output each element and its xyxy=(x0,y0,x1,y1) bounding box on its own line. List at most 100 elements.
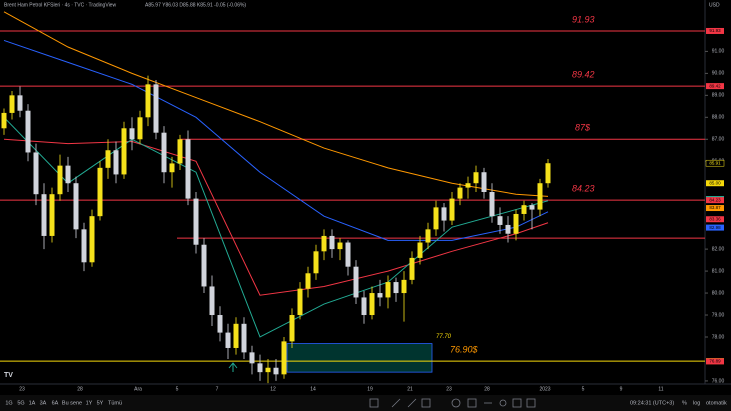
time-label: 5 xyxy=(176,386,179,392)
tool-icon[interactable] xyxy=(526,398,536,408)
candle-body xyxy=(449,198,455,221)
time-label: 9 xyxy=(620,386,623,392)
time-label: 19 xyxy=(367,386,373,392)
candle-body xyxy=(169,163,175,173)
moving-average xyxy=(3,39,549,241)
range-button[interactable]: 6A xyxy=(52,400,59,406)
candle-body xyxy=(193,198,199,245)
clock: 09:24:31 (UTC+3) xyxy=(630,400,674,406)
time-label: 21 xyxy=(407,386,413,392)
badge-label: 91.93 xyxy=(709,28,721,33)
candle-body xyxy=(257,363,263,373)
candle-body xyxy=(497,216,503,225)
candle-body xyxy=(97,167,103,217)
tool-icon[interactable] xyxy=(391,398,401,408)
range-button[interactable]: 5G xyxy=(17,400,24,406)
candle-body xyxy=(249,352,255,364)
price-badge xyxy=(706,216,724,223)
candle-body xyxy=(537,183,543,210)
auto-toggle[interactable]: otomatik xyxy=(706,400,727,406)
tool-icon[interactable] xyxy=(499,399,507,407)
candle-body xyxy=(105,150,111,168)
tool-icon[interactable] xyxy=(369,398,379,408)
badge-label: 85.00 xyxy=(709,180,721,185)
candle-body xyxy=(49,194,55,236)
range-button[interactable]: 1G xyxy=(5,400,12,406)
percent-toggle[interactable]: % xyxy=(682,400,687,406)
candle-body xyxy=(489,192,495,217)
candle-body xyxy=(65,165,71,184)
price-label: 88.00 xyxy=(712,115,725,121)
candle-body xyxy=(361,297,367,316)
candle-body xyxy=(281,341,287,375)
candle-body xyxy=(425,229,431,243)
badge-label: 82.98 xyxy=(709,225,721,230)
candle-body xyxy=(393,282,399,294)
candle-body xyxy=(337,242,343,250)
candle-body xyxy=(305,273,311,289)
tool-icon[interactable] xyxy=(407,398,417,408)
level-label: 76.90$ xyxy=(450,345,479,355)
price-badge xyxy=(706,197,724,204)
candle-body xyxy=(457,187,463,199)
range-button[interactable]: 1A xyxy=(29,400,36,406)
tool-icon[interactable] xyxy=(451,398,461,408)
range-button[interactable]: 1Y xyxy=(86,400,93,406)
tool-icon[interactable] xyxy=(421,398,431,408)
range-button[interactable]: Bu sene xyxy=(62,400,82,406)
candle-body xyxy=(273,367,279,375)
level-label: 84.23 xyxy=(572,184,595,194)
price-label: 89.00 xyxy=(712,93,725,99)
price-label: 90.00 xyxy=(712,71,725,77)
candle-body xyxy=(353,266,359,298)
candle-body xyxy=(297,288,303,316)
time-label: 2023 xyxy=(539,386,550,392)
level-label: 87$ xyxy=(575,123,591,133)
zone-label: 77.70 xyxy=(436,334,452,340)
candle-body xyxy=(329,235,335,250)
time-label: 23 xyxy=(446,386,452,392)
candle-body xyxy=(233,323,239,348)
price-badge xyxy=(706,83,724,90)
level-label: 91.93 xyxy=(572,14,595,24)
time-label: 14 xyxy=(310,386,316,392)
tool-icon[interactable] xyxy=(512,398,522,408)
level-label: 89.42 xyxy=(572,69,595,79)
range-button[interactable]: 3A xyxy=(40,400,47,406)
candle-body xyxy=(161,132,167,173)
currency: USD xyxy=(709,2,720,8)
time-label: 28 xyxy=(77,386,83,392)
badge-label: 83.87 xyxy=(709,205,721,210)
badge-label: 85.91 xyxy=(709,160,721,165)
candle-body xyxy=(185,139,191,199)
drawing-tools xyxy=(369,398,536,408)
candle-body xyxy=(225,332,231,348)
candle-body xyxy=(33,152,39,195)
range-button[interactable]: Tümü xyxy=(108,400,122,406)
candle-body xyxy=(401,279,407,294)
symbol-title: Brent Ham Petrol KFSleri · 4s · TVC · Tr… xyxy=(4,2,116,8)
moving-average xyxy=(3,138,549,296)
candle-body xyxy=(9,95,15,113)
badge-label: 83.36 xyxy=(709,216,721,221)
tool-icon[interactable] xyxy=(467,398,477,408)
candle-body xyxy=(177,139,183,164)
candle-body xyxy=(377,293,383,298)
time-label: 23 xyxy=(19,386,25,392)
range-button[interactable]: 5Y xyxy=(97,400,104,406)
badge-label: 76.89 xyxy=(709,359,721,364)
candle-body xyxy=(513,213,519,234)
candle-body xyxy=(385,282,391,298)
candle-body xyxy=(313,251,319,274)
candle-body xyxy=(465,183,471,188)
candle-body xyxy=(89,216,95,263)
candle-body xyxy=(25,110,31,153)
candle-body xyxy=(473,172,479,184)
log-toggle[interactable]: log xyxy=(693,400,700,406)
candle-body xyxy=(529,205,535,210)
price-label: 76.00 xyxy=(712,378,725,384)
candle-body xyxy=(217,315,223,333)
zone-box xyxy=(286,343,433,373)
